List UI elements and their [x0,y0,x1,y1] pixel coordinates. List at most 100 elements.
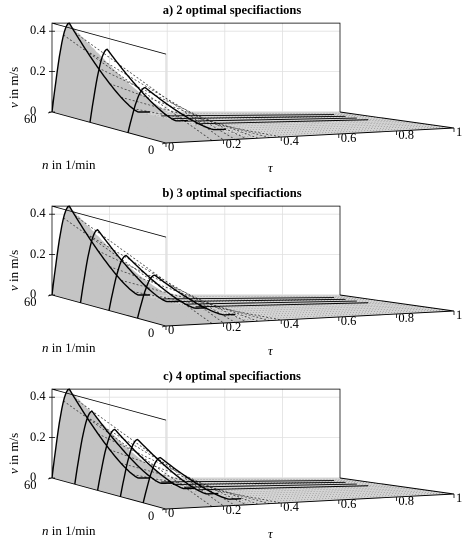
surface-ruling [74,32,224,141]
y-axis-label: v in m/s [6,433,22,474]
flat-curve [184,117,357,122]
surface-flat-dots [244,309,446,320]
z-tick-label: 0 [30,287,37,301]
n-axis-label: n in 1/min [42,523,95,539]
n-tick-mark [161,325,167,328]
surface-ruling [132,474,282,504]
x-tick-label: 0 [168,506,175,520]
z-tick-label: 0.2 [30,429,46,444]
n-axis-var: n [42,157,49,172]
surface-flat-dots [170,116,373,120]
optimal-curve [51,205,150,296]
n-tick-label: 60 [24,478,37,492]
x-tick-label: 0 [168,323,175,337]
flat-curve [195,302,369,308]
z-tick-label: 0.2 [30,246,46,261]
surface-ruling [86,50,236,140]
y-axis-label: v in m/s [6,67,22,108]
x-tick-label: 0.8 [398,311,415,325]
x-axis-label: τ [268,526,273,541]
box-edge [51,205,167,295]
surface-flat-dots [227,307,430,317]
chart-panel-c: 0 0.2 0.4 0 0.2 0.4 0.6 0.8 1 0 60 c) 4 optimal spe… [0,366,464,549]
n-tick-label: 0 [148,509,155,523]
flat-curve [195,119,369,125]
optimal-curve [96,428,196,491]
flat-curve [172,481,346,485]
surface-flat-dots [219,123,422,132]
x-axis-label: τ [268,160,273,175]
surface-flat-dots [203,303,406,311]
n-axis-unit: in 1/min [48,157,96,172]
surface-plot-svg [47,22,455,147]
n-tick-mark [47,294,53,297]
surface-flat-dots [244,492,446,503]
surface-ruling [97,433,247,506]
surface-flat-dots [219,489,422,498]
surface-flat-dots [146,478,349,481]
surface-ruling [121,97,270,138]
n-tick-mark [47,111,53,114]
surface-flat-dots [236,125,438,136]
x-tick-label: 0 [168,140,175,154]
surface-plot-svg [47,388,455,513]
n-axis-var: n [42,340,49,355]
flat-curve [161,480,335,483]
n-tick-label: 0 [148,326,155,340]
n-axis-var: n [42,523,49,538]
box-edge [51,22,167,112]
z-tick-label: 0 [30,104,37,118]
surface-plot-svg [47,205,455,330]
flat-curve [172,115,346,119]
flat-curve [195,485,369,491]
flat-curve [184,483,357,488]
n-axis-unit: in 1/min [48,523,96,538]
surface-flat-dots [195,485,398,492]
y-axis-unit: in m/s [6,432,21,469]
n-tick-mark [47,477,53,480]
x-tick-label: 0.2 [225,137,242,151]
x-tick-label: 0.4 [283,134,299,148]
x-tick-label: 0.8 [398,494,415,508]
x-axis-label: τ [268,343,273,358]
axis-line [51,477,455,510]
flat-curve [172,298,346,302]
box-edge [52,388,341,478]
surface-flat-dots [170,482,373,486]
surface-flat-dots [170,299,373,303]
x-tick-label: 0.4 [283,317,299,331]
optimal-curve [79,228,179,303]
z-tick-label: 0.4 [30,206,46,221]
box-edge [52,205,341,295]
x-tick-label: 0.6 [340,497,357,511]
y-axis-var: v [6,102,21,108]
chart-title: a) 2 optimal specifiactions [162,3,302,17]
optimal-curve [136,274,236,319]
y-axis-label: v in m/s [6,250,22,291]
optimal-curve [74,410,173,485]
x-tick-label: 0.4 [283,500,299,514]
n-tick-mark [161,508,167,511]
optimal-curve [119,438,219,497]
n-tick-label: 60 [24,112,37,126]
surface-ruling [97,67,247,140]
chart-title: b) 3 optimal specifiactions [162,186,302,200]
z-tick-label: 0.2 [30,63,46,78]
surface-flat-dots [211,304,414,313]
axis-line [51,111,455,144]
chart-panel-a: 0 0.2 0.4 0 0.2 0.4 0.6 0.8 1 0 60 a) 2 optimal spe… [0,0,464,183]
y-axis-unit: in m/s [6,66,21,103]
y-axis-var: v [6,285,21,291]
surface-flat-dots [203,120,406,128]
y-axis-var: v [6,468,21,474]
surface-flat-dots [162,298,365,301]
flat-curve [161,297,335,300]
optimal-curve [51,388,150,479]
z-tick-label: 0 [30,470,37,484]
x-tick-label: 0.8 [398,128,415,142]
optimal-curve [89,48,188,123]
z-tick-label: 0.4 [30,389,46,404]
box-edge [52,22,341,112]
flat-curve [161,114,335,117]
surface-flat-dots [162,115,365,118]
